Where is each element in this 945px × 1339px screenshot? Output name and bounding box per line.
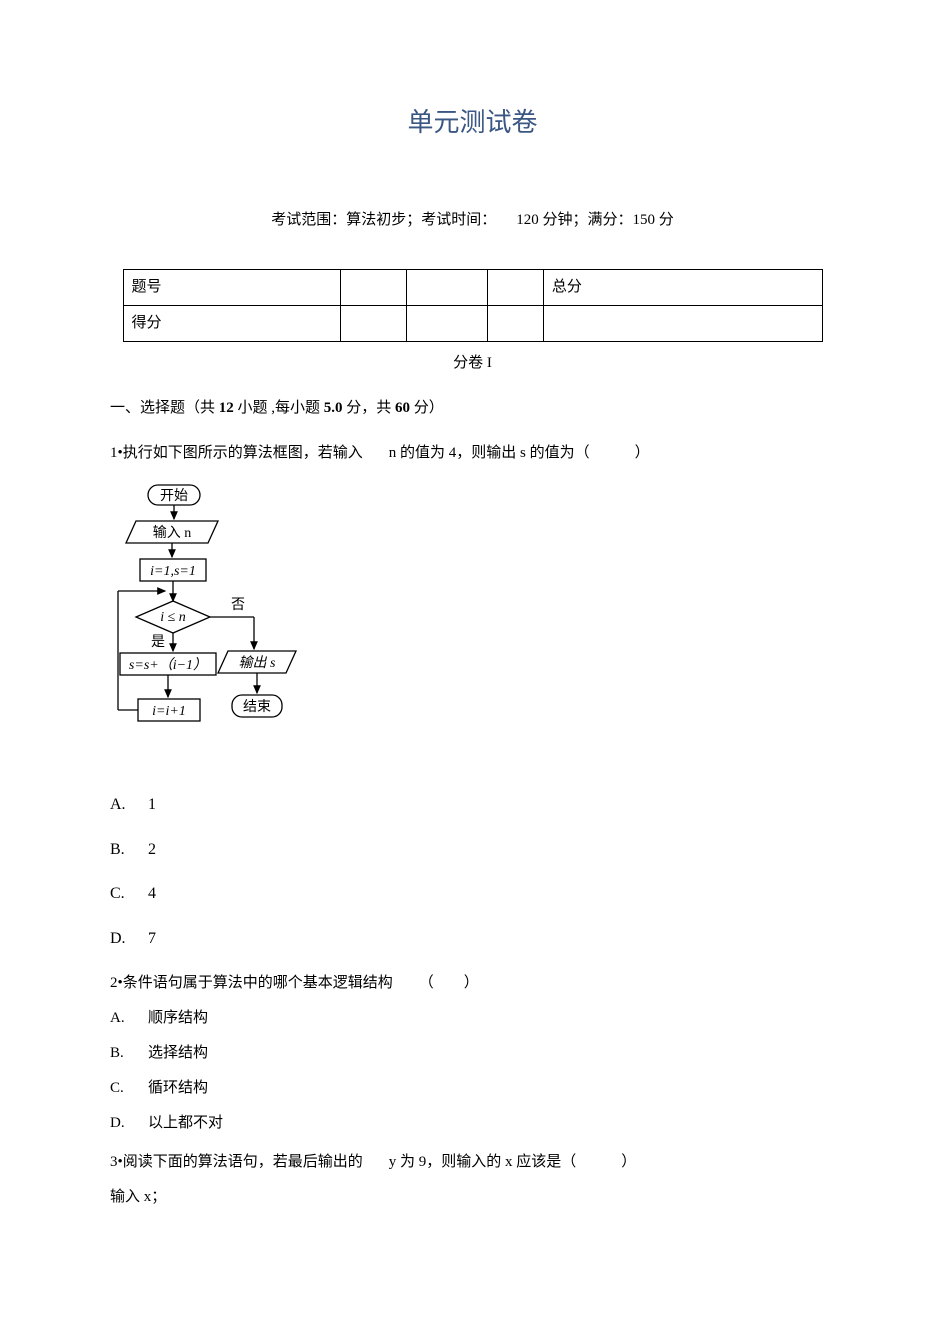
subtitle-time: 120 分钟；满分：150 分	[516, 212, 674, 228]
cell-empty	[488, 269, 544, 305]
opt-label-b: B.	[110, 1040, 148, 1067]
q3-extra: 输入 x；	[110, 1184, 835, 1211]
opt-label-c: C.	[110, 880, 148, 909]
page-title: 单元测试卷	[110, 100, 835, 147]
q3-prefix: 3•阅读下面的算法语句，若最后输出的	[110, 1154, 363, 1170]
cell-empty	[488, 305, 544, 341]
q2-paren: （ ）	[419, 975, 479, 991]
score-table: 题号 总分 得分	[123, 269, 823, 342]
cell-empty	[407, 269, 488, 305]
opt-label-d: D.	[110, 925, 148, 954]
flowchart-svg: 开始 输入 n i=1,s=1 i ≤ n 否 输出 s 结束	[110, 481, 335, 761]
cell-empty	[341, 269, 407, 305]
svg-text:i ≤ n: i ≤ n	[160, 610, 186, 625]
svg-text:i=i+1: i=i+1	[152, 704, 186, 719]
question-1: 1•执行如下图所示的算法框图，若输入 n 的值为 4，则输出 s 的值为（ ）	[110, 440, 835, 467]
svg-text:输出 s: 输出 s	[239, 655, 276, 671]
exam-subtitle: 考试范围：算法初步；考试时间： 120 分钟；满分：150 分	[110, 207, 835, 234]
cell-empty	[341, 305, 407, 341]
q2-c: 循环结构	[148, 1080, 208, 1096]
table-row: 题号 总分	[123, 269, 822, 305]
sec-m1: 小题 ,每小题	[234, 400, 324, 416]
section-1-heading: 一、选择题（共 12 小题 ,每小题 5.0 分，共 60 分）	[110, 395, 835, 422]
question-2: 2•条件语句属于算法中的哪个基本逻辑结构 （ ）	[110, 970, 835, 997]
svg-text:输入 n: 输入 n	[153, 525, 192, 541]
svg-text:否: 否	[231, 598, 245, 613]
sec-prefix: 一、选择题（共	[110, 400, 219, 416]
svg-text:s=s+（i−1）: s=s+（i−1）	[129, 657, 207, 673]
sec-m2: 分，共	[343, 400, 396, 416]
q3-mid: y 为 9，则输入的 x 应该是（	[389, 1154, 577, 1170]
q1-mid: n 的值为 4，则输出 s 的值为（	[389, 445, 590, 461]
q1-d: 7	[148, 930, 156, 947]
q1-a: 1	[148, 796, 156, 813]
sec-b2: 5.0	[324, 400, 343, 416]
svg-text:是: 是	[151, 635, 165, 650]
subtitle-prefix: 考试范围：算法初步；考试时间：	[271, 212, 496, 228]
opt-label-a: A.	[110, 1005, 148, 1032]
sec-suf: 分）	[410, 400, 444, 416]
cell-zongfen: 总分	[543, 269, 822, 305]
q1-c: 4	[148, 885, 156, 902]
q2-options: A.顺序结构 B.选择结构 C.循环结构 D.以上都不对	[110, 1005, 835, 1137]
option-a: A.顺序结构	[110, 1005, 835, 1032]
q2-text: 2•条件语句属于算法中的哪个基本逻辑结构	[110, 975, 393, 991]
option-b: B.选择结构	[110, 1040, 835, 1067]
flowchart-diagram: 开始 输入 n i=1,s=1 i ≤ n 否 输出 s 结束	[110, 481, 835, 771]
cell-empty	[543, 305, 822, 341]
fenjuan-label: 分卷 I	[110, 350, 835, 377]
q2-a: 顺序结构	[148, 1010, 208, 1026]
opt-label-c: C.	[110, 1075, 148, 1102]
opt-label-d: D.	[110, 1110, 148, 1137]
q2-b: 选择结构	[148, 1045, 208, 1061]
q1-prefix: 1•执行如下图所示的算法框图，若输入	[110, 445, 363, 461]
sec-b3: 60	[395, 400, 410, 416]
q1-b: 2	[148, 841, 156, 858]
option-c: C.循环结构	[110, 1075, 835, 1102]
option-c: C.4	[110, 880, 835, 909]
opt-label-a: A.	[110, 791, 148, 820]
svg-text:结束: 结束	[243, 699, 271, 715]
q2-d: 以上都不对	[148, 1115, 223, 1131]
cell-empty	[407, 305, 488, 341]
option-a: A.1	[110, 791, 835, 820]
sec-b1: 12	[219, 400, 234, 416]
q1-options: A.1 B.2 C.4 D.7	[110, 791, 835, 954]
q3-suffix: ）	[621, 1154, 636, 1170]
svg-text:开始: 开始	[160, 488, 188, 504]
option-d: D.7	[110, 925, 835, 954]
cell-defen: 得分	[123, 305, 341, 341]
question-3: 3•阅读下面的算法语句，若最后输出的 y 为 9，则输入的 x 应该是（ ）	[110, 1149, 835, 1176]
option-b: B.2	[110, 836, 835, 865]
opt-label-b: B.	[110, 836, 148, 865]
svg-text:i=1,s=1: i=1,s=1	[150, 564, 196, 579]
option-d: D.以上都不对	[110, 1110, 835, 1137]
q1-suffix: ）	[635, 445, 650, 461]
table-row: 得分	[123, 305, 822, 341]
cell-tihao: 题号	[123, 269, 341, 305]
